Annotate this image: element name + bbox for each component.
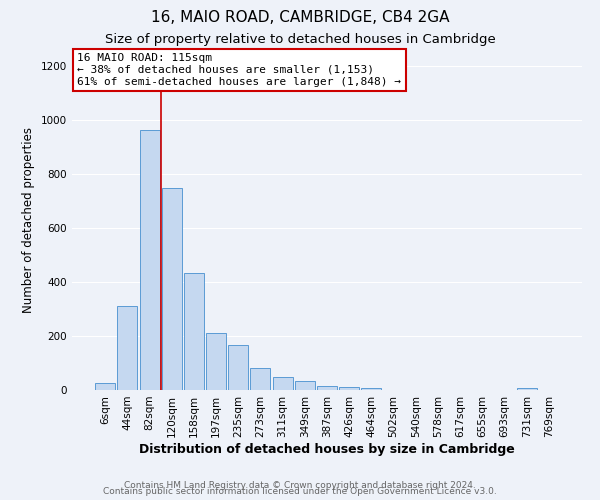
Bar (317, 386, 337, 390)
Bar (272, 377, 293, 390)
Text: 16, MAIO ROAD, CAMBRIDGE, CB4 2GA: 16, MAIO ROAD, CAMBRIDGE, CB4 2GA (151, 10, 449, 25)
Bar (517, 388, 536, 390)
Text: Size of property relative to detached houses in Cambridge: Size of property relative to detached ho… (104, 32, 496, 46)
Text: 16 MAIO ROAD: 115sqm
← 38% of detached houses are smaller (1,153)
61% of semi-de: 16 MAIO ROAD: 115sqm ← 38% of detached h… (77, 54, 401, 86)
Bar (184, 272, 204, 390)
Bar (140, 130, 160, 390)
Text: Contains public sector information licensed under the Open Government Licence v3: Contains public sector information licen… (103, 487, 497, 496)
Y-axis label: Number of detached properties: Number of detached properties (22, 127, 35, 313)
Bar (361, 388, 382, 390)
Bar (339, 388, 359, 390)
Text: Contains HM Land Registry data © Crown copyright and database right 2024.: Contains HM Land Registry data © Crown c… (124, 481, 476, 490)
Bar (118, 306, 137, 390)
Bar (228, 346, 248, 390)
Bar (95, 384, 115, 390)
X-axis label: Distribution of detached houses by size in Cambridge: Distribution of detached houses by size … (139, 442, 515, 456)
Bar (206, 334, 226, 390)
Bar (162, 188, 182, 390)
Bar (295, 382, 315, 390)
Bar (250, 368, 271, 390)
